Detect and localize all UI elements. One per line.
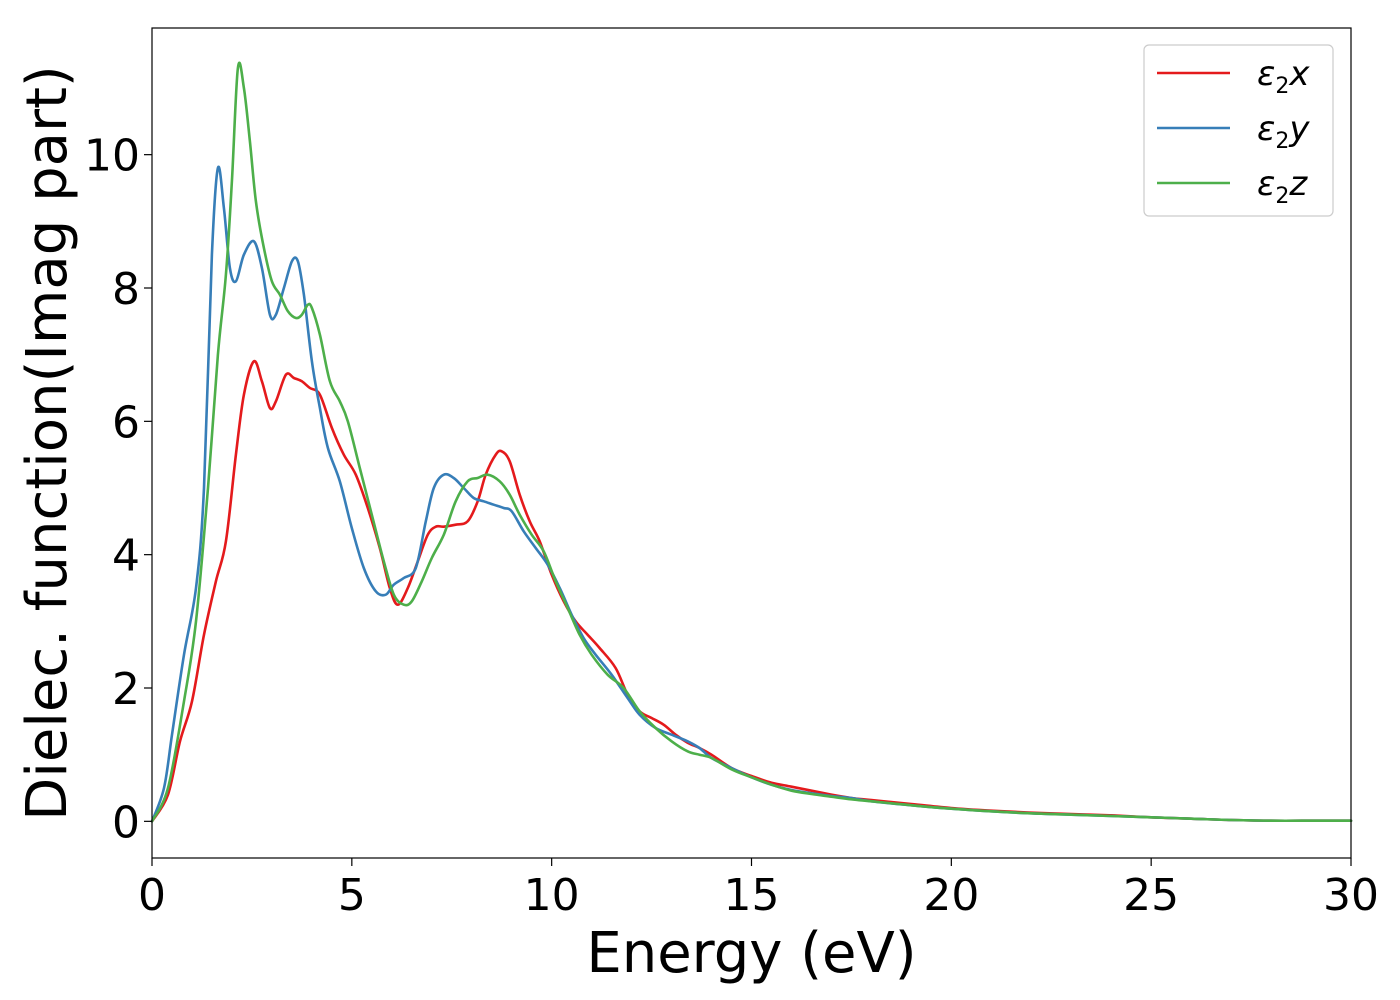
legend-box — [1143, 44, 1334, 217]
x-ticks: 0 5 10 15 20 25 30 — [138, 858, 1379, 921]
x-tick-label: 25 — [1123, 870, 1179, 921]
legend-label-y: ε2y — [1257, 109, 1310, 154]
y-tick-label: 0 — [112, 797, 140, 848]
series-layer — [150, 61, 1353, 823]
legend-label-z: ε2z — [1257, 164, 1308, 209]
x-tick-label: 5 — [338, 870, 366, 921]
y-tick-label: 10 — [84, 131, 140, 182]
y-ticks: 0 2 4 6 8 10 — [84, 131, 152, 848]
legend-label-x: ε2x — [1257, 54, 1310, 99]
series-line-x — [150, 359, 1353, 823]
y-axis-label: Dielec. function(Imag part) — [15, 65, 80, 821]
y-tick-label: 6 — [112, 397, 140, 448]
y-tick-label: 4 — [112, 531, 140, 582]
legend: ε2x ε2y ε2z — [1143, 44, 1334, 217]
x-tick-label: 15 — [724, 870, 780, 921]
series-line-y — [150, 165, 1353, 823]
x-tick-label: 20 — [923, 870, 979, 921]
y-tick-label: 2 — [112, 664, 140, 715]
x-tick-label: 10 — [524, 870, 580, 921]
x-tick-label: 30 — [1323, 870, 1379, 921]
y-tick-label: 8 — [112, 264, 140, 315]
series-line-z — [150, 61, 1353, 823]
x-axis-label: Energy (eV) — [586, 921, 916, 986]
x-tick-label: 0 — [138, 870, 166, 921]
